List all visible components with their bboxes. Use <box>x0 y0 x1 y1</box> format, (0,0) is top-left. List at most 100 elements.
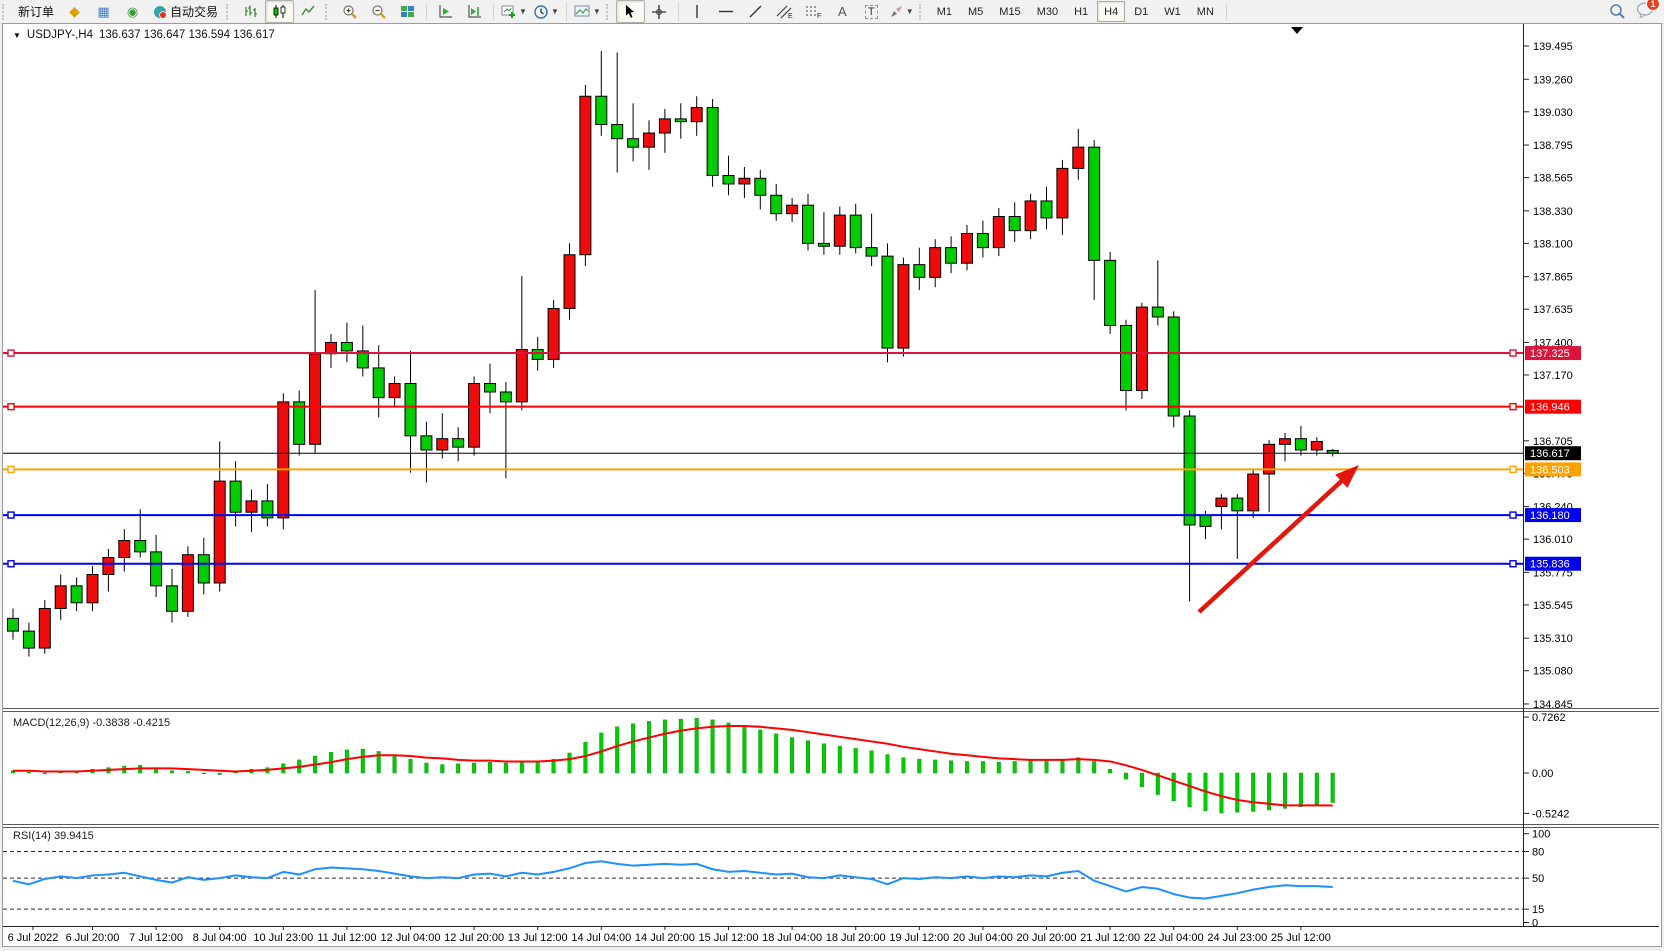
fibonacci-button[interactable]: F <box>799 0 828 23</box>
svg-text:24 Jul 23:00: 24 Jul 23:00 <box>1207 932 1267 944</box>
candle <box>945 247 958 264</box>
line-chart-button[interactable] <box>294 0 323 23</box>
timeframe-group: M1 M5 M15 M30 H1 H4 D1 W1 MN <box>929 1 1222 22</box>
toolbar-grip[interactable] <box>2 3 8 20</box>
candle <box>1024 200 1037 232</box>
candle <box>150 551 163 587</box>
timeframe-button-H1[interactable]: H1 <box>1074 5 1089 18</box>
candle <box>881 255 894 349</box>
svg-text:19 Jul 12:00: 19 Jul 12:00 <box>889 932 949 944</box>
svg-text:0.7262: 0.7262 <box>1532 712 1566 724</box>
svg-text:135.836: 135.836 <box>1530 559 1570 571</box>
svg-text:6 Jul 20:00: 6 Jul 20:00 <box>66 932 120 944</box>
trendline-button[interactable] <box>741 0 770 23</box>
candle <box>1294 438 1307 451</box>
svg-text:12 Jul 20:00: 12 Jul 20:00 <box>444 932 504 944</box>
zoom-out-button[interactable] <box>364 0 393 23</box>
toolbar: 新订单 ◆ ▦ ◉ 自动交易 <box>0 0 1664 24</box>
period-clock-button[interactable]: ▼ <box>530 0 562 23</box>
symbol-dropdown-icon[interactable]: ▼ <box>13 30 21 40</box>
horizontal-line-136.503[interactable] <box>3 465 1523 474</box>
price-chart[interactable]: 139.495 139.260 139.030 138.795 138.565 138.3… <box>3 24 1659 944</box>
candle <box>1088 146 1101 261</box>
timeframe-button-M5[interactable]: M5 <box>968 5 984 18</box>
horizontal-line-137.325[interactable] <box>3 349 1523 357</box>
autotrading-button[interactable]: 自动交易 <box>147 0 224 23</box>
bar-chart-button[interactable] <box>236 0 265 23</box>
auto-scroll-button[interactable] <box>431 0 460 23</box>
market-watch-button[interactable]: ◆ <box>60 0 89 23</box>
candle <box>1167 316 1180 417</box>
line-handle <box>7 349 15 357</box>
zoom-in-button[interactable] <box>335 0 364 23</box>
candle <box>452 438 465 448</box>
svg-text:134.845: 134.845 <box>1533 699 1573 711</box>
vertical-line-button[interactable] <box>683 0 712 23</box>
timeframe-button-M15[interactable]: M15 <box>999 5 1021 18</box>
candlesticks <box>7 50 1339 657</box>
tile-windows-button[interactable] <box>393 0 422 23</box>
toolbar-grip[interactable] <box>226 3 232 20</box>
candle <box>770 194 783 215</box>
cursor-button[interactable] <box>615 0 645 23</box>
candlestick-chart-button[interactable] <box>265 0 295 23</box>
candle <box>1135 306 1148 392</box>
candle <box>738 177 751 185</box>
new-chart-icon <box>501 5 516 18</box>
svg-text:137.325: 137.325 <box>1530 348 1570 360</box>
candle <box>865 247 878 257</box>
horizontal-line-136.946[interactable] <box>3 402 1523 411</box>
svg-text:100: 100 <box>1532 829 1550 841</box>
autotrading-label: 自动交易 <box>170 5 219 19</box>
timeframe-button-MN[interactable]: MN <box>1196 5 1214 18</box>
timeframe-button-D1[interactable]: D1 <box>1134 5 1149 18</box>
svg-text:18 Jul 04:00: 18 Jul 04:00 <box>762 932 822 944</box>
candle <box>961 232 973 264</box>
bar-chart-icon <box>245 5 258 17</box>
candle <box>118 540 131 559</box>
navigator-button[interactable]: ◉ <box>118 0 147 23</box>
template-button[interactable]: ▼ <box>571 0 604 23</box>
candle <box>468 382 481 448</box>
toolbar-grip[interactable] <box>918 3 925 20</box>
svg-text:10 Jul 23:00: 10 Jul 23:00 <box>253 932 313 944</box>
navigator-icon: ◉ <box>126 3 139 19</box>
timeframe-button-M30[interactable]: M30 <box>1036 5 1059 18</box>
notifications-button[interactable]: 1 <box>1636 0 1660 21</box>
svg-text:137.170: 137.170 <box>1533 370 1573 382</box>
svg-text:138.330: 138.330 <box>1533 206 1573 218</box>
line-handle <box>7 402 15 411</box>
trend-arrow[interactable] <box>1197 465 1359 614</box>
new-chart-button[interactable]: ▼ <box>498 0 530 23</box>
crosshair-button[interactable] <box>645 0 674 23</box>
svg-text:20 Jul 20:00: 20 Jul 20:00 <box>1017 932 1077 944</box>
price-badge-137.325: 137.325 <box>1525 346 1581 361</box>
timeframe-button-W1[interactable]: W1 <box>1164 5 1181 18</box>
toolbar-grip[interactable] <box>325 3 331 20</box>
chart-window: 139.495 139.260 139.030 138.795 138.565 138.3… <box>2 23 1662 947</box>
chart-shift-button[interactable] <box>460 0 489 23</box>
candle <box>627 138 640 148</box>
candle <box>690 107 703 123</box>
horizontal-line-135.836[interactable] <box>3 560 1523 568</box>
candle <box>261 500 274 519</box>
timeframe-button-H4[interactable]: H4 <box>1097 1 1126 22</box>
horizontal-line-button[interactable] <box>712 0 741 23</box>
text-button[interactable]: A <box>828 0 857 23</box>
candle <box>213 480 226 584</box>
timeframe-button-M1[interactable]: M1 <box>936 5 952 18</box>
data-window-button[interactable]: ▦ <box>89 0 118 23</box>
candle <box>1310 440 1323 451</box>
candle <box>531 349 544 360</box>
svg-text:137.865: 137.865 <box>1533 272 1573 284</box>
arrows-button[interactable]: ▼ <box>886 0 917 23</box>
channel-button[interactable]: E <box>770 0 799 23</box>
search-icon[interactable] <box>1609 3 1626 20</box>
candle <box>515 349 528 403</box>
label-button[interactable]: T <box>857 0 886 23</box>
ohlc-readout: 136.637 136.647 136.594 136.617 <box>98 29 275 41</box>
toolbar-grip[interactable] <box>605 3 612 20</box>
horizontal-line-136.180[interactable] <box>3 511 1523 519</box>
new-order-button[interactable]: 新订单 <box>12 0 60 23</box>
svg-text:136.503: 136.503 <box>1530 464 1570 476</box>
